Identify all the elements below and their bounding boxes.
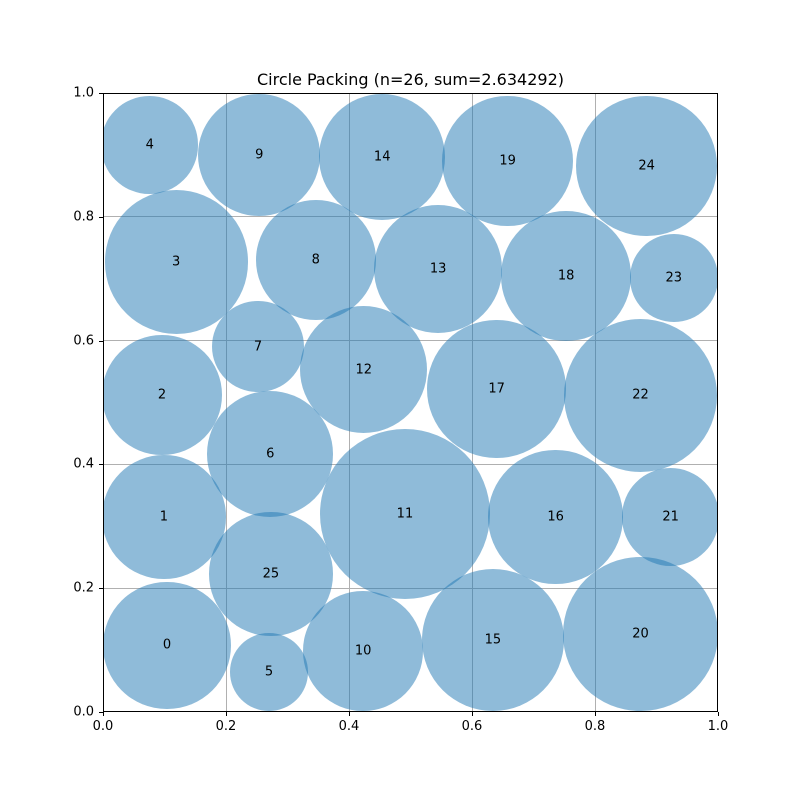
circle-14	[319, 93, 446, 220]
circle-18	[501, 211, 631, 341]
circle-9	[198, 93, 321, 216]
x-tick-label-0.2: 0.2	[215, 719, 237, 734]
x-tick-label-0.4: 0.4	[338, 719, 360, 734]
circle-3	[104, 190, 248, 334]
circle-19	[442, 95, 574, 227]
circle-5	[230, 632, 308, 711]
circle-label-4: 4	[145, 137, 154, 153]
circle-15	[421, 569, 564, 712]
circle-20	[563, 556, 718, 712]
circle-label-8: 8	[311, 252, 320, 268]
x-tick-mark-0.4	[349, 712, 350, 716]
circle-label-14: 14	[373, 149, 391, 165]
circle-4	[103, 96, 199, 194]
x-tick-label-1.0: 1.0	[707, 719, 729, 734]
circle-13	[374, 204, 503, 333]
circle-7	[212, 301, 304, 393]
circle-label-7: 7	[253, 339, 263, 355]
y-tick-label-1.0: 1.0	[73, 85, 94, 101]
y-tick-mark-0.6	[99, 340, 103, 342]
x-tick-label-0.0: 0.0	[92, 719, 114, 734]
grid-line-x-0.2	[225, 93, 227, 712]
circle-label-1: 1	[159, 509, 169, 525]
y-tick-mark-1.0	[99, 93, 103, 94]
circle-label-15: 15	[484, 632, 502, 648]
y-tick-label-0.2: 0.2	[73, 580, 94, 596]
circle-label-3: 3	[172, 254, 181, 270]
circle-10	[303, 590, 423, 711]
circle-label-12: 12	[355, 362, 373, 378]
circle-label-16: 16	[547, 509, 564, 525]
y-tick-mark-0.4	[99, 464, 103, 466]
circle-label-22: 22	[632, 387, 649, 403]
circle-25	[209, 512, 333, 636]
circle-12	[300, 306, 428, 434]
x-tick-mark-0.8	[595, 712, 596, 716]
circle-2	[103, 335, 222, 455]
y-tick-label-0.0: 0.0	[73, 704, 94, 720]
circle-22	[564, 318, 718, 472]
y-tick-mark-0.8	[99, 216, 103, 218]
circle-label-6: 6	[266, 446, 275, 462]
x-tick-mark-0.0	[103, 712, 104, 716]
circle-label-23: 23	[665, 270, 682, 286]
plot-title: Circle Packing (n=26, sum=2.634292)	[256, 70, 564, 89]
circle-label-18: 18	[557, 268, 575, 284]
y-tick-label-0.6: 0.6	[73, 333, 94, 349]
circle-23	[629, 234, 718, 322]
circle-17	[427, 319, 566, 458]
circle-label-2: 2	[157, 387, 167, 403]
circle-24	[576, 95, 717, 237]
circle-label-10: 10	[354, 643, 372, 659]
circle-label-9: 9	[255, 147, 264, 163]
circle-0	[103, 581, 231, 709]
circle-label-21: 21	[662, 509, 679, 525]
circle-11	[319, 428, 491, 600]
circle-21	[621, 468, 718, 566]
circle-label-5: 5	[264, 664, 274, 680]
plot-area: 0 1 2 3 4 5 6 7 8 9 10 11 12 13 14 15 16 17 18 19 20 21 22 23 24…	[103, 93, 718, 712]
y-tick-mark-0.2	[99, 588, 103, 590]
x-tick-mark-0.6	[472, 712, 473, 716]
y-tick-label-0.8: 0.8	[73, 209, 94, 225]
circle-label-19: 19	[499, 153, 516, 169]
circle-16	[488, 449, 623, 585]
circle-label-25: 25	[262, 566, 280, 582]
circle-label-11: 11	[396, 506, 414, 522]
x-tick-label-0.6: 0.6	[461, 719, 483, 734]
y-tick-mark-0.0	[99, 712, 103, 713]
y-tick-label-0.4: 0.4	[73, 456, 94, 472]
circle-label-20: 20	[632, 626, 649, 642]
circle-label-13: 13	[429, 261, 447, 277]
x-tick-mark-1.0	[718, 712, 719, 716]
circle-label-0: 0	[162, 637, 172, 653]
circle-6	[207, 390, 334, 517]
circle-8	[255, 200, 376, 320]
circle-label-17: 17	[488, 381, 505, 397]
x-tick-label-0.8: 0.8	[584, 719, 606, 734]
circle-1	[103, 455, 226, 579]
circle-label-24: 24	[638, 158, 655, 174]
x-tick-mark-0.2	[226, 712, 227, 716]
